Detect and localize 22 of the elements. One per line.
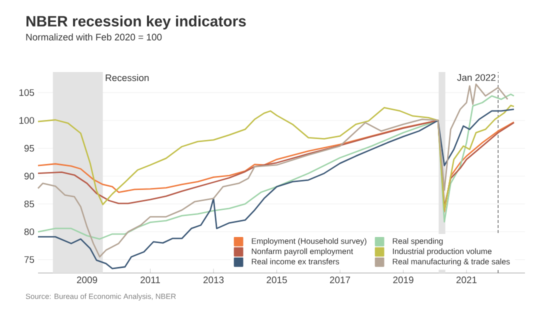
x-tick-label: 2015 <box>266 276 287 284</box>
chart-subtitle: Normalized with Feb 2020 = 100 <box>26 34 162 40</box>
y-tick-label: 85 <box>24 200 34 208</box>
ref-line-label: Jan 2022 <box>457 74 496 81</box>
x-tick-label: 2009 <box>76 276 98 284</box>
y-tick-label: 95 <box>24 144 34 152</box>
line-series <box>37 108 515 270</box>
y-tick-label: 80 <box>24 228 34 236</box>
x-tick-label: 2013 <box>203 276 224 284</box>
y-tick-label: 105 <box>19 89 34 96</box>
line-series <box>37 94 515 240</box>
y-tick-label: 90 <box>24 172 34 180</box>
y-tick-label: 100 <box>19 117 34 124</box>
x-tick-label: 2017 <box>330 276 350 284</box>
y-tick-label: 75 <box>24 256 34 263</box>
x-tick-label: 2021 <box>456 276 477 284</box>
x-tick-label: 2011 <box>140 276 160 284</box>
chart-title: NBER recession key indicators <box>26 16 246 30</box>
line-series <box>37 84 508 258</box>
band-label: Recession <box>106 74 149 82</box>
line-series <box>37 104 515 211</box>
x-tick-label: 2019 <box>393 276 414 284</box>
